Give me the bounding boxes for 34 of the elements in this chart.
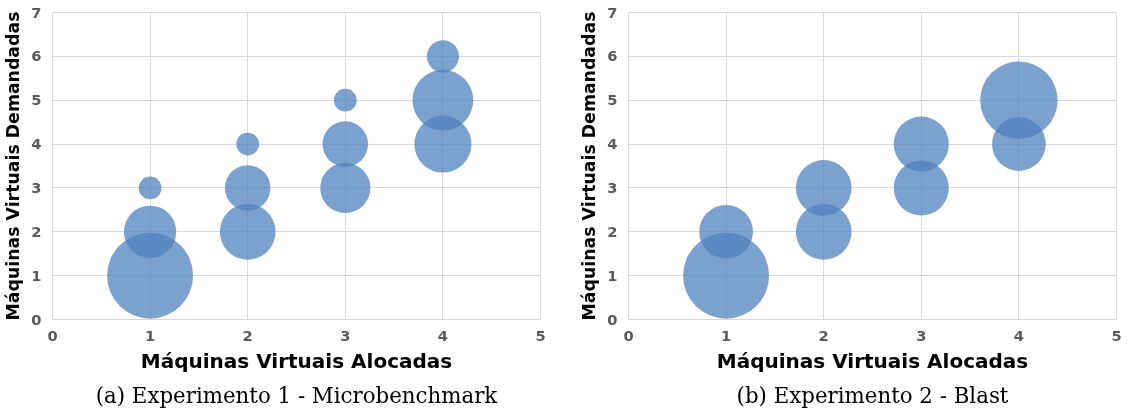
text: (b) Experimento 2 - Blast — [736, 382, 1009, 408]
x-tick-label: 3 — [916, 326, 927, 344]
x-tick-label: 1 — [721, 326, 732, 344]
x-tick-label: 2 — [242, 326, 253, 344]
x-tick-label: 4 — [1013, 326, 1024, 344]
x-axis-title: Máquinas Virtuais Alocadas — [140, 348, 453, 373]
y-tick-label: 4 — [31, 135, 42, 153]
y-axis-title: Máquinas Virtuais Demandadas — [3, 11, 24, 321]
text: (a) Experimento 1 - Microbenchmark — [95, 382, 499, 408]
y-tick-label: 2 — [607, 222, 618, 240]
y-tick-label: 2 — [31, 222, 42, 240]
y-tick-label: 1 — [607, 266, 618, 284]
y-tick-label: 0 — [31, 310, 42, 328]
x-tick-label: 1 — [145, 326, 156, 344]
y-tick-label: 4 — [607, 135, 618, 153]
x-axis-title: Máquinas Virtuais Alocadas — [716, 348, 1029, 373]
y-tick-label: 1 — [31, 266, 42, 284]
x-tick-label: 3 — [340, 326, 351, 344]
y-tick-label: 5 — [607, 91, 618, 109]
y-axis-title: Máquinas Virtuais Demandadas — [579, 11, 600, 321]
x-tick-label: 5 — [535, 326, 546, 344]
y-tick-label: 6 — [31, 47, 42, 65]
y-tick-label: 6 — [607, 47, 618, 65]
y-tick-label: 3 — [31, 178, 42, 196]
x-tick-label: 0 — [623, 326, 634, 344]
x-tick-label: 5 — [1111, 326, 1122, 344]
y-tick-label: 0 — [607, 310, 618, 328]
y-tick-label: 7 — [31, 3, 42, 21]
x-tick-label: 0 — [47, 326, 58, 344]
x-tick-label: 4 — [437, 326, 448, 344]
y-tick-label: 7 — [607, 3, 618, 21]
y-tick-label: 5 — [31, 91, 42, 109]
x-tick-label: 2 — [818, 326, 829, 344]
y-tick-label: 3 — [607, 178, 618, 196]
